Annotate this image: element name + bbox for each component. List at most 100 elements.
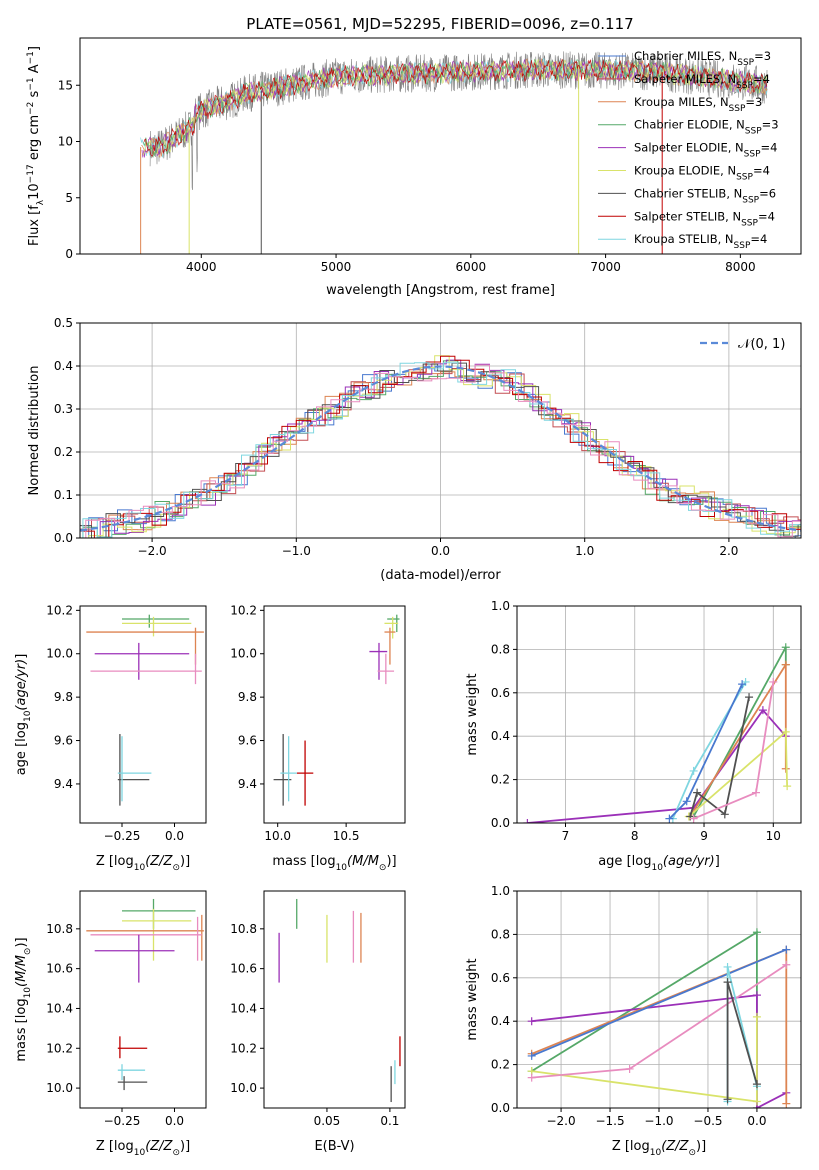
weight-marker bbox=[720, 810, 729, 819]
y-tick-label: 10.2 bbox=[230, 603, 257, 617]
x-axis-label: mass [log10(M/M⊙)] bbox=[272, 854, 396, 873]
y-tick-label: 9.6 bbox=[238, 734, 257, 748]
label-part: Kroupa MILES, N bbox=[634, 95, 729, 109]
axes-frame bbox=[79, 605, 207, 824]
label-part: Kroupa ELODIE, N bbox=[634, 164, 736, 178]
y-tick-label: 1.0 bbox=[491, 884, 510, 898]
y-tick-label: 5 bbox=[65, 191, 73, 205]
weight-line bbox=[689, 661, 787, 817]
y-tick-label: 0.2 bbox=[54, 445, 73, 459]
legend-label: Chabrier MILES, NSSP=3 bbox=[634, 49, 771, 68]
residual-histogram bbox=[80, 368, 801, 530]
x-tick-label: 1.0 bbox=[575, 544, 594, 558]
y-tick-label: 1.0 bbox=[491, 599, 510, 613]
axes-frame bbox=[516, 890, 802, 1109]
subscript: λ bbox=[36, 199, 46, 205]
y-tick-label: 0.0 bbox=[491, 1101, 510, 1115]
weight-marker bbox=[769, 677, 778, 686]
weight-marker bbox=[665, 814, 674, 823]
y-tick-label: 9.6 bbox=[54, 734, 73, 748]
weight-marker bbox=[782, 1099, 791, 1108]
weight-marker bbox=[738, 680, 747, 689]
plot-area bbox=[80, 355, 801, 538]
label-part: (Z/Z bbox=[145, 1139, 173, 1154]
y-tick-label: 10.4 bbox=[46, 1001, 73, 1015]
y-tick-label: 0.2 bbox=[491, 1058, 510, 1072]
label-part: E(B-V) bbox=[314, 1139, 354, 1154]
weight-marker bbox=[527, 1051, 536, 1060]
y-tick-label: 10.4 bbox=[230, 1001, 257, 1015]
legend-label: Salpeter STELIB, NSSP=4 bbox=[634, 209, 775, 228]
y-tick-label: 10.2 bbox=[230, 1041, 257, 1055]
subscript: SSP bbox=[742, 195, 759, 205]
y-axis-label: age [log10(age/yr)] bbox=[14, 654, 33, 776]
x-tick-label: 9 bbox=[700, 829, 708, 843]
plot-area bbox=[86, 614, 204, 806]
weight-marker bbox=[783, 782, 792, 791]
legend-label: Kroupa STELIB, NSSP=4 bbox=[634, 232, 767, 251]
subscript: SSP bbox=[736, 81, 753, 91]
weight-marker bbox=[723, 1095, 732, 1104]
y-tick-label: 0.2 bbox=[491, 773, 510, 787]
x-axis-label: Z [log10(Z/Z⊙)] bbox=[96, 1139, 190, 1158]
y-tick-label: 10.8 bbox=[46, 922, 73, 936]
label-part: Kroupa STELIB, N bbox=[634, 232, 734, 246]
x-tick-label: 0.0 bbox=[747, 1114, 766, 1128]
x-tick-label: 0.0 bbox=[165, 1114, 184, 1128]
axes-frame bbox=[79, 37, 802, 255]
weight-marker bbox=[625, 1064, 634, 1073]
label-part: erg cm bbox=[27, 115, 42, 164]
weight-marker bbox=[781, 660, 790, 669]
y-tick-label: 10.0 bbox=[46, 1081, 73, 1095]
x-tick-label: 2.0 bbox=[719, 544, 738, 558]
x-tick-label: −1.0 bbox=[282, 544, 311, 558]
label-part: Chabrier STELIB, N bbox=[634, 186, 742, 200]
plot-area bbox=[523, 643, 792, 823]
weight-marker bbox=[527, 1017, 536, 1026]
weight-marker bbox=[682, 797, 691, 806]
subscript: ⊙ bbox=[379, 863, 387, 873]
x-tick-label: −1.5 bbox=[595, 1114, 624, 1128]
label-part: )] bbox=[180, 854, 190, 869]
weight-marker bbox=[689, 814, 698, 823]
residual-histogram bbox=[85, 359, 801, 538]
weight-line bbox=[692, 646, 787, 817]
weight-marker bbox=[693, 788, 702, 797]
superscript: −2 bbox=[26, 102, 36, 115]
label-part: Z [log bbox=[96, 854, 134, 869]
label-part: ] bbox=[27, 46, 42, 51]
label-part: age [log bbox=[14, 722, 29, 775]
legend-label: Kroupa ELODIE, NSSP=4 bbox=[634, 164, 770, 183]
label-part: Salpeter MILES, N bbox=[634, 72, 736, 86]
model-spectrum bbox=[141, 59, 768, 158]
x-tick-label: 8000 bbox=[725, 260, 756, 274]
weight-marker bbox=[752, 1012, 761, 1021]
x-tick-label: 7000 bbox=[590, 260, 621, 274]
y-tick-label: 10 bbox=[58, 135, 73, 149]
y-tick-label: 0.4 bbox=[54, 359, 73, 373]
label-part: =6 bbox=[759, 186, 776, 200]
axes-frame bbox=[263, 890, 406, 1109]
weight-marker bbox=[781, 643, 790, 652]
x-tick-label: 10.0 bbox=[264, 829, 291, 843]
y-axis-label: mass weight bbox=[465, 958, 480, 1040]
label-part: (Z/Z bbox=[145, 854, 173, 869]
label-part: (Z/Z bbox=[661, 1139, 689, 1154]
label-part: ] bbox=[14, 654, 29, 659]
x-tick-label: 6000 bbox=[456, 260, 487, 274]
y-tick-label: 10.6 bbox=[230, 962, 257, 976]
subscript: SSP bbox=[741, 218, 758, 228]
x-axis-label: Z [log10(Z/Z⊙)] bbox=[612, 1139, 706, 1158]
x-tick-label: 0.0 bbox=[431, 544, 450, 558]
plot-area bbox=[527, 928, 791, 1108]
legend-label: Salpeter MILES, NSSP=4 bbox=[634, 72, 770, 91]
legend-label: Chabrier ELODIE, NSSP=3 bbox=[634, 118, 779, 137]
label-part: =4 bbox=[750, 232, 767, 246]
label-part: (age/yr) bbox=[663, 854, 715, 869]
axes-frame bbox=[263, 605, 406, 824]
subscript: 10 bbox=[23, 710, 33, 722]
plot-area bbox=[273, 614, 400, 806]
subscript: 10 bbox=[336, 863, 348, 873]
x-tick-label: −1.0 bbox=[644, 1114, 673, 1128]
label-part: A bbox=[27, 64, 42, 77]
